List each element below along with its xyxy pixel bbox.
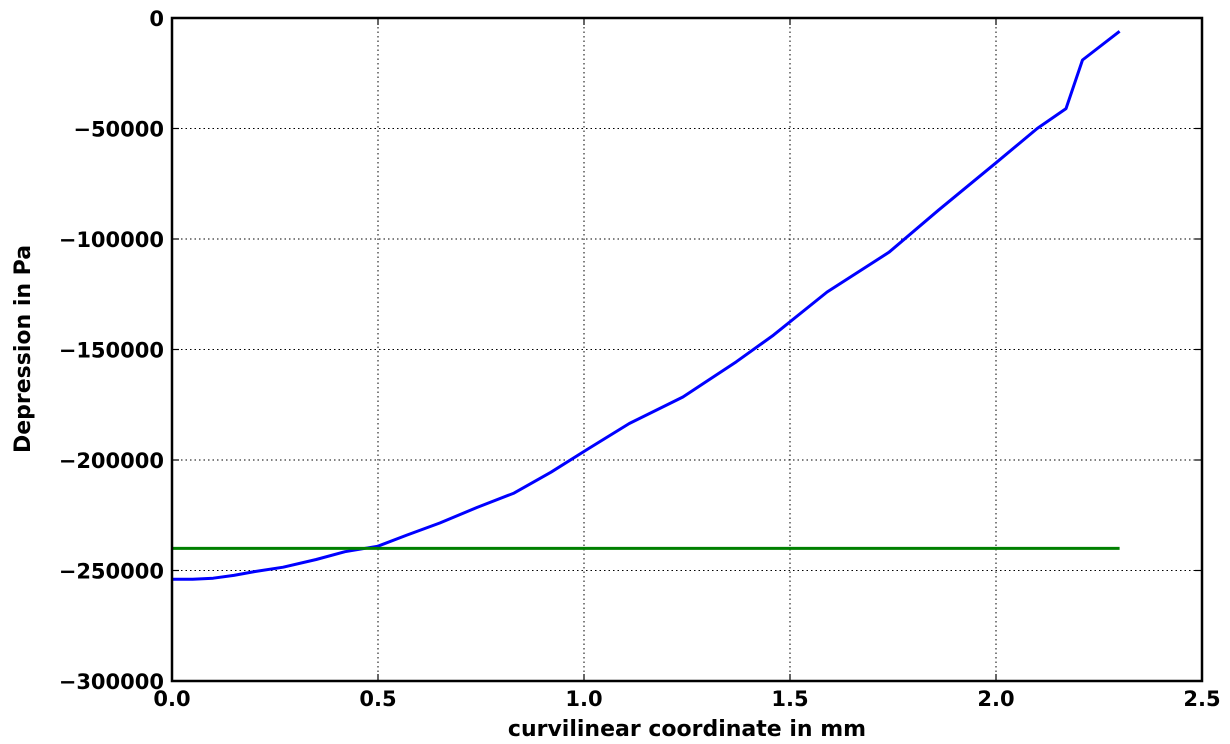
x-tick-label: 1.0: [565, 687, 602, 711]
y-tick-labels: 0 −50000 −100000 −150000 −200000 −250000 −3000…: [59, 7, 164, 694]
x-tick-label: 1.5: [771, 687, 808, 711]
y-tick-label: −100000: [59, 228, 164, 252]
y-tick-label: −200000: [59, 449, 164, 473]
x-tick-label: 0.0: [153, 687, 190, 711]
y-tick-label: −250000: [59, 560, 164, 584]
x-axis-label: curvilinear coordinate in mm: [508, 717, 866, 742]
tick-marks: [171, 17, 1203, 682]
y-tick-label: −150000: [59, 339, 164, 363]
x-tick-label: 2.5: [1183, 687, 1220, 711]
x-tick-labels: 0.0 0.5 1.0 1.5 2.0 2.5: [153, 687, 1220, 711]
grid: [172, 18, 1202, 681]
y-tick-label: 0: [149, 7, 164, 31]
x-tick-label: 0.5: [359, 687, 396, 711]
series-line-1: [172, 30, 1121, 581]
series-layer: [172, 30, 1121, 581]
y-axis-label: Depression in Pa: [11, 245, 36, 453]
x-tick-label: 2.0: [977, 687, 1014, 711]
y-tick-label: −50000: [73, 118, 164, 142]
y-tick-label: −300000: [59, 670, 164, 694]
